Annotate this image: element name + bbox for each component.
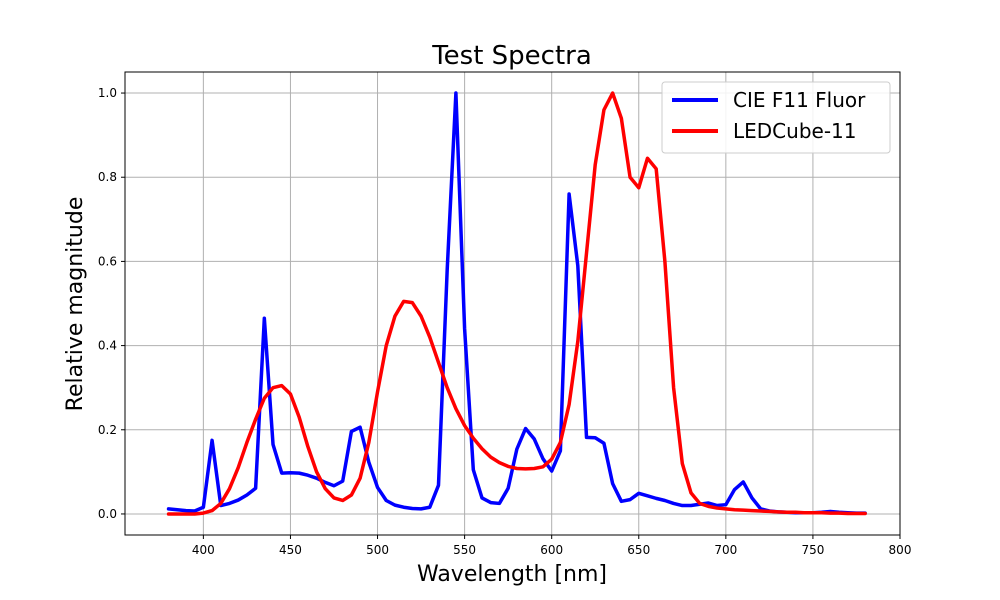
y-tick-label: 0.0 [98, 507, 117, 521]
series-line-1 [166, 91, 867, 516]
legend-box [661, 81, 891, 154]
y-tick-label: 0.4 [98, 339, 117, 353]
x-tick-label: 750 [801, 543, 824, 557]
legend-label-led: LEDCube-11 [733, 119, 857, 143]
x-tick-label: 800 [889, 543, 912, 557]
y-tick-label: 0.2 [98, 423, 117, 437]
x-axis-title: Wavelength [nm] [417, 562, 607, 587]
x-tick-label: 400 [192, 543, 215, 557]
plot-frame [124, 71, 901, 536]
legend-label-fluor: CIE F11 Fluor [733, 88, 866, 112]
chart-title: Test Spectra [431, 41, 592, 71]
x-tick-label: 550 [453, 543, 476, 557]
axis-ticks: 400 450 500 550 600 650 700 750 800 0.0 0.2 0.4 0.6 0… [98, 86, 912, 557]
y-tick-label: 0.6 [98, 254, 117, 268]
plot-lines [166, 91, 867, 516]
x-tick-label: 600 [540, 543, 563, 557]
y-tick-label: 0.8 [98, 170, 117, 184]
y-tick-label: 1.0 [98, 86, 117, 100]
y-axis-title: Relative magnitude [63, 197, 88, 412]
grid [125, 72, 901, 535]
x-tick-label: 500 [366, 543, 389, 557]
x-tick-label: 650 [627, 543, 650, 557]
series-line-0 [166, 91, 867, 515]
legend: CIE F11 Fluor LEDCube-11 [661, 81, 891, 154]
x-tick-label: 700 [714, 543, 737, 557]
x-tick-label: 450 [279, 543, 302, 557]
